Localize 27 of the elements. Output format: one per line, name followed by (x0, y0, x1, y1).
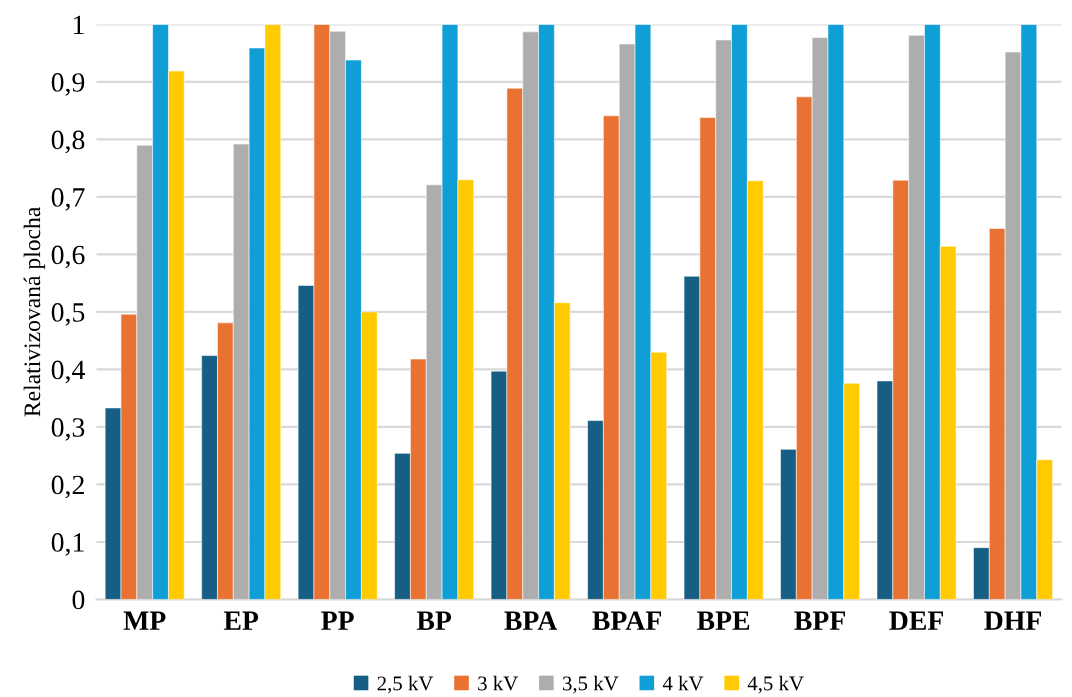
x-tick-label: PP (321, 611, 354, 630)
y-tick-label: 0,2 (51, 475, 84, 499)
x-tick-label: BPAF (592, 611, 662, 630)
legend-label: 3,5 kV (562, 675, 619, 694)
y-axis-title: Relativizovaná plocha (23, 207, 46, 417)
x-tick-label: DHF (984, 611, 1042, 630)
y-tick-label: 0,7 (51, 188, 85, 211)
y-tick-label: 0,8 (51, 130, 85, 154)
legend-label: 3 kV (478, 675, 518, 691)
y-tick-label: 0,3 (51, 418, 85, 441)
x-tick-label: BP (416, 611, 452, 630)
y-tick-label: 0,9 (51, 73, 85, 96)
y-tick-label: 1 (73, 15, 84, 35)
x-tick-label: BPA (504, 611, 558, 630)
x-tick-label: MP (123, 611, 166, 630)
x-tick-label: BPF (794, 611, 845, 630)
x-tick-label: DEF (889, 611, 944, 630)
y-tick-label: 0,5 (51, 303, 85, 326)
y-tick-label: 0,6 (51, 245, 85, 269)
y-tick-label: 0,4 (51, 360, 85, 384)
legend-label: 2,5 kV (377, 675, 434, 694)
x-tick-label: BPE (697, 611, 750, 630)
legend-label: 4 kV (662, 675, 704, 691)
y-tick-label: 0,1 (51, 533, 84, 556)
y-tick-label: 0 (72, 590, 85, 610)
x-tick-label: EP (223, 611, 259, 630)
legend-label: 4,5 kV (747, 675, 804, 694)
